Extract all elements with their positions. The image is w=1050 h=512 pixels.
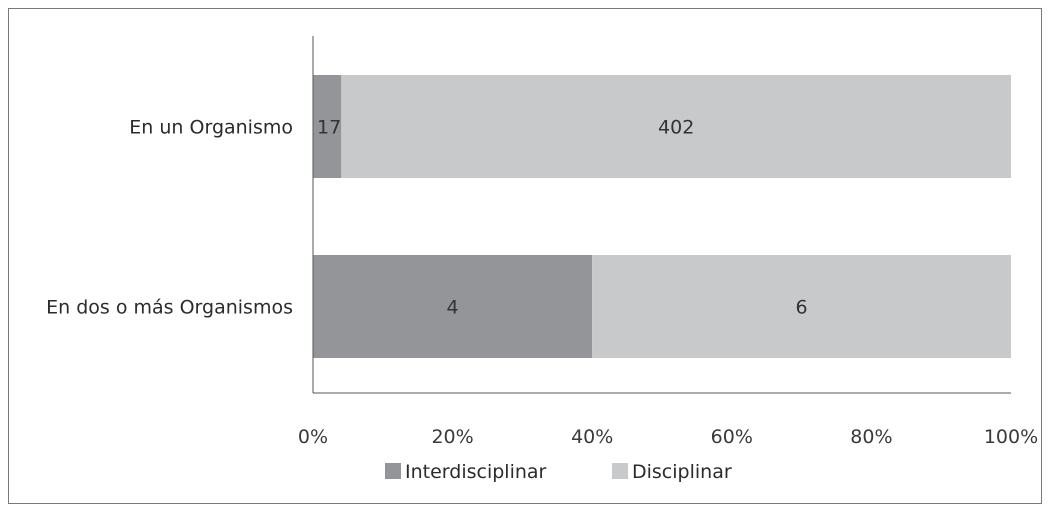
x-tick-labels: 0% 20% 40% 60% 80% 100% [298,426,1038,448]
x-tick-label-2: 40% [571,426,613,448]
data-label-disciplinar-0: 402 [658,117,694,139]
data-label-interdisciplinar-0: 17 [317,117,341,139]
x-tick-label-1: 20% [431,426,473,448]
legend-label-interdisciplinar: Interdisciplinar [405,461,547,483]
legend: Interdisciplinar Disciplinar [385,461,732,483]
x-tick-label-0: 0% [298,426,328,448]
chart-frame [8,8,1042,504]
legend-label-disciplinar: Disciplinar [632,461,732,483]
data-label-interdisciplinar-1: 4 [447,297,459,319]
bar-disciplinar-0 [341,75,1011,178]
data-label-disciplinar-1: 6 [796,297,808,319]
category-labels: En un Organismo En dos o más Organismos [46,117,293,319]
bar-interdisciplinar-1 [313,255,593,358]
bar-interdisciplinar-0 [313,75,342,178]
category-label-1: En dos o más Organismos [46,297,293,319]
category-label-0: En un Organismo [129,117,293,139]
bar-disciplinar-1 [592,255,1011,358]
x-tick-label-3: 60% [711,426,753,448]
x-tick-label-5: 100% [984,426,1038,448]
bars-group: 17 402 4 6 [313,75,1011,358]
legend-swatch-disciplinar [612,463,628,479]
x-tick-label-4: 80% [850,426,892,448]
legend-swatch-interdisciplinar [385,463,401,479]
